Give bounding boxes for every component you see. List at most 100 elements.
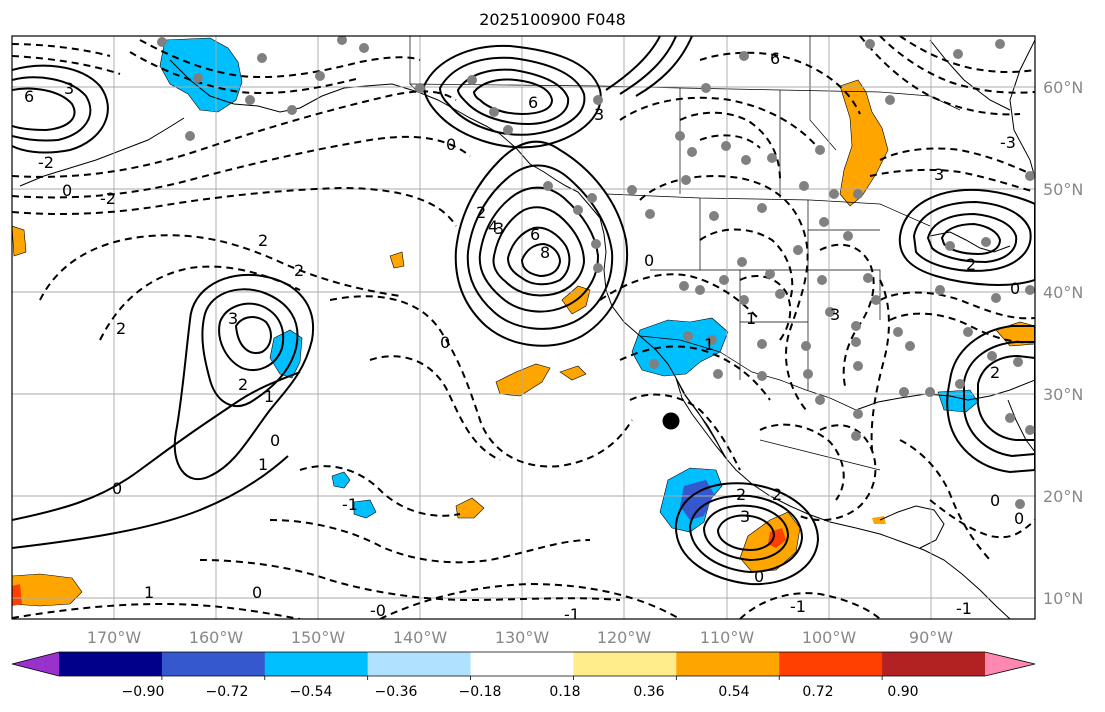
contour-label: 1 [746,309,756,328]
contour-label: 6 [530,225,540,244]
lon-tick: 130°W [495,628,550,647]
contour-west-high-3 [12,87,76,132]
contour-label: -1 [564,605,580,624]
colorbar-label: −0.36 [375,684,418,700]
contour-label: 2 [772,485,782,504]
map-frame [11,35,1036,620]
colorbar-segment [59,652,163,676]
dash-south-2 [379,582,681,619]
dash-plains-3 [639,175,809,411]
contour-alaska-high-1 [422,44,602,149]
orange-shade-offshore-2 [559,365,587,381]
contour-labels: 6 3 -2 0 -2 2 2 3 2 1 0 2 1 0 0 1 -1 0 -… [24,49,1024,624]
colorbar-outline [11,651,1036,677]
contour-label: 0 [270,431,280,450]
colorbar-label: −0.18 [459,684,502,700]
dash-central-5 [199,559,621,602]
dash-calif-2 [619,345,771,401]
colorbar-segment [264,652,369,676]
colorbar-label: −0.90 [122,684,165,700]
contour-alaska-high-3 [456,68,570,126]
orange-shade-west-edge [12,225,27,257]
dash-alaska-4 [12,55,121,75]
lat-tick: 20°N [1043,487,1083,506]
lat-tick: 50°N [1043,180,1083,199]
contour-label: 6 [770,49,780,68]
dash-canada-4 [879,36,1035,94]
contour-label: 0 [1014,509,1024,528]
contour-eastus-high-4 [940,222,1002,256]
contour-label: -2 [100,189,116,208]
colorbar-segment [470,652,574,676]
colorbar-label: −0.54 [290,684,333,700]
orange-shade-sw [12,573,83,607]
dash-south-1 [12,602,301,619]
orange-shade-small [389,251,405,269]
contour-pacific-high-3 [218,302,285,371]
dashed-contours [12,36,1035,619]
contour-bc-high-3 [478,186,600,313]
contour-mexico-high-3 [702,504,790,562]
dash-plains-6 [819,243,875,391]
contour-label: 1 [264,387,274,406]
dash-alaska-3 [12,43,111,57]
contour-mexico-high-2 [688,494,804,574]
colorbar-label: 0.54 [718,684,749,700]
contour-pacific-high-2 [201,288,299,407]
contour-label: 6 [528,93,538,112]
contour-gulf-high-3 [977,354,1035,441]
red-shade-mexico [768,528,786,548]
station-points [157,36,1035,509]
contour-eastus-high-2 [912,200,1032,272]
canada-province-3 [809,36,837,151]
cyclone-center-marker [662,412,680,430]
dash-central-1 [329,295,633,468]
contour-alaska-high-2 [438,56,586,136]
contour-alaska-high-4 [472,78,554,116]
orange-shade-mid [455,497,485,519]
lon-tick: 170°W [87,628,142,647]
east-coast [1009,39,1035,179]
lon-tick: 110°W [700,628,755,647]
contour-label: 1 [144,583,154,602]
contour-pacific-high-4 [234,316,272,354]
blue-shade-small-1 [331,471,351,489]
dash-east-2 [869,168,1035,193]
colorbar-segments [12,652,1035,676]
contour-label: 1 [258,455,268,474]
florida [1007,399,1035,453]
lon-tick: 100°W [802,628,857,647]
us-canada-border-west [605,193,931,227]
contour-label: 3 [64,79,74,98]
dash-central-3 [299,465,461,517]
orange-shade-yucatan [872,516,886,524]
dash-south-3 [739,592,881,619]
dash-alaska-1 [139,39,421,79]
dash-plains-1 [679,111,781,181]
solid-contours [12,36,1035,586]
blue-shade-small-2 [353,499,377,519]
red-shade-sw [12,584,22,606]
alaska-coast [169,59,601,219]
colorbar-label: 0.72 [802,684,833,700]
state-grid-1 [699,198,741,380]
contour-label: 2 [116,319,126,338]
lat-tick: 60°N [1043,78,1083,97]
lon-tick: 140°W [393,628,448,647]
contour-gulf-high-2 [963,341,1035,458]
contour-label: 0 [440,333,450,352]
contour-label: 3 [594,105,604,124]
contour-bc-high-2 [466,164,614,330]
contour-label: 0 [112,479,122,498]
orange-shade-canada [839,79,889,207]
lat-tick: 40°N [1043,283,1083,302]
colorbar-segment [161,652,266,676]
latitude-ticks: 60°N 50°N 40°N 30°N 20°N 10°N [1043,78,1083,608]
colorbar-segment [573,652,677,676]
dash-baja-1 [629,393,741,471]
contour-label: 1 [704,335,714,354]
dash-canada-3 [859,36,1021,116]
colorbar-label: 0.18 [549,684,580,700]
contour-sw-solid-1 [12,371,301,521]
contour-label: 0 [990,491,1000,510]
